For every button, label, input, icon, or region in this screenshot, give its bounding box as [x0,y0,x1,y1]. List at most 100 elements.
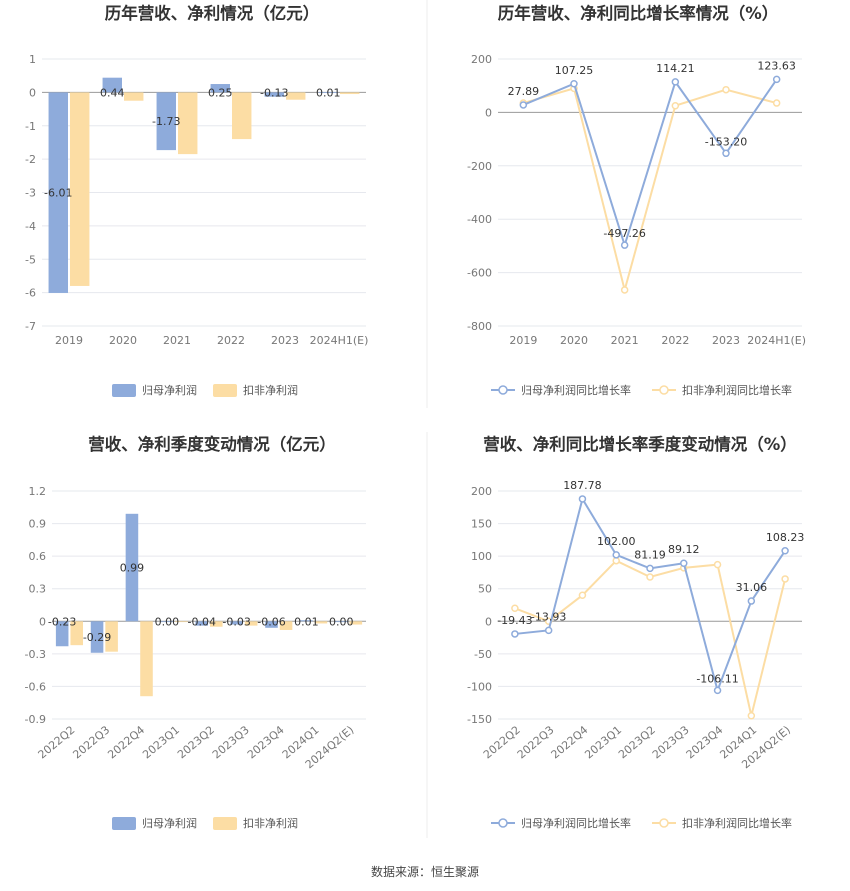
point-primary [722,149,730,158]
data-label: 0.00 [329,615,354,628]
x-tick-label: 2023Q1 [582,723,624,761]
legend-label: 扣非净利润同比增长率 [682,383,792,397]
data-label: -0.23 [48,615,76,628]
legend-label: 扣非净利润同比增长率 [682,816,792,830]
point-secondary [578,591,587,599]
point-primary [519,101,528,109]
bar-primary [300,620,313,622]
legend-swatch-secondary [213,817,237,830]
point-secondary [646,573,654,581]
legend-swatch-secondary-marker [659,385,669,395]
legend-swatch-primary [112,384,136,397]
point-secondary [781,575,789,583]
data-label: 0.99 [120,562,145,575]
bar-primary [102,77,122,93]
y-tick-label: 0 [39,615,46,628]
legend-swatch-primary-marker [498,818,508,828]
y-tick-label: -6 [25,287,36,300]
legend-swatch-primary-marker [498,385,508,395]
y-tick-label: -0.6 [25,680,46,693]
x-tick-label: 2022 [661,334,689,347]
data-label: 102.00 [597,535,636,548]
bar-secondary [70,621,84,646]
y-tick-label: 150 [471,518,492,531]
data-label: 0.00 [155,615,180,628]
data-label: 107.25 [555,64,594,77]
data-label: -19.43 [497,614,532,627]
bar-primary [334,621,348,623]
x-tick-label: 2021 [163,334,191,347]
x-tick-label: 2023Q3 [210,723,252,761]
point-secondary [722,85,730,94]
y-tick-label: -1 [25,120,36,133]
legend-label: 归母净利润同比增长率 [521,383,631,397]
chart-title: 营收、净利季度变动情况（亿元） [88,434,336,454]
bar-secondary [178,92,198,155]
data-label: -0.29 [83,631,111,644]
x-tick-label: 2022Q4 [105,723,147,761]
bar-secondary [175,621,188,623]
y-tick-label: 200 [471,485,492,498]
bar-primary [156,92,176,151]
y-tick-label: 0.6 [29,550,47,563]
data-label: 114.21 [656,62,695,75]
x-tick-label: 2022Q2 [36,723,78,761]
data-label: -13.93 [531,610,566,623]
bar-primary [230,621,243,625]
x-tick-label: 2020 [560,334,588,347]
y-tick-label: -100 [467,680,492,693]
x-tick-label: 2019 [55,334,83,347]
y-tick-label: 100 [471,550,492,563]
legend-label: 归母净利润 [142,816,197,830]
point-primary [612,551,620,559]
bar-primary [210,84,230,93]
y-tick-label: -0.9 [25,713,46,726]
point-primary [511,630,519,638]
chart-title: 营收、净利同比增长率季度变动情况（%） [483,434,797,454]
legend-label: 归母净利润 [142,383,197,397]
point-primary [544,626,553,635]
bar-secondary [244,621,258,626]
bar-primary [318,92,338,93]
x-tick-label: 2023Q1 [140,723,182,761]
y-tick-label: -400 [467,213,492,226]
x-tick-label: 2023Q2 [175,723,217,761]
data-label: -6.01 [44,187,72,200]
y-tick-label: 0 [485,615,492,628]
data-label: 0.01 [294,615,319,628]
x-tick-label: 2022Q4 [549,723,591,761]
series-line-secondary [523,87,777,294]
y-tick-label: -7 [25,320,36,333]
bar-secondary [279,621,293,630]
point-primary [772,75,781,84]
point-primary [781,547,789,555]
data-label: 0.01 [316,86,341,99]
bar-primary [125,513,139,622]
point-secondary [612,556,620,565]
y-tick-label: 0 [485,106,492,119]
legend-swatch-secondary [213,384,237,397]
series-line-primary [522,78,778,249]
y-tick-label: -200 [467,160,492,173]
point-primary [671,78,680,86]
y-tick-label: 0.9 [29,518,47,531]
point-primary [747,597,756,605]
data-label: 81.19 [634,548,666,561]
x-tick-label: 2022 [217,334,245,347]
x-tick-label: 2021 [611,334,639,347]
x-tick-label: 2020 [109,334,137,347]
data-label: 27.89 [508,85,540,98]
bar-primary [160,621,174,623]
y-tick-label: -2 [25,153,36,166]
x-tick-label: 2022Q3 [515,723,557,761]
bar-secondary [349,621,363,625]
y-tick-label: 0.3 [29,583,47,596]
x-tick-label: 2023Q2 [616,723,658,761]
legend-label: 归母净利润同比增长率 [521,816,631,830]
chart-title: 历年营收、净利情况（亿元） [105,3,320,23]
y-tick-label: -3 [25,187,36,200]
x-tick-label: 2024H1(E) [310,334,369,347]
x-tick-label: 2024H1(E) [747,334,806,347]
data-label: -497.26 [603,227,645,240]
data-label: -106.11 [696,672,738,685]
